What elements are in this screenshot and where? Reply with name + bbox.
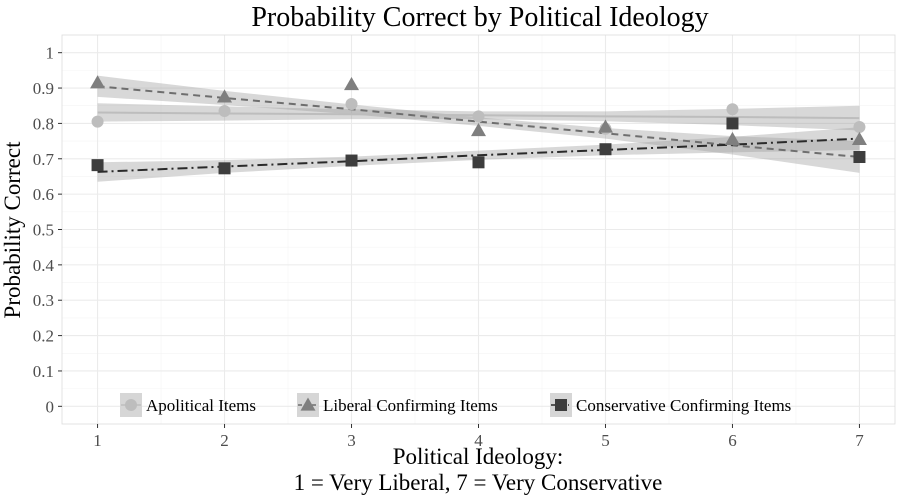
circle-data-point <box>345 97 358 110</box>
y-tick-label: 0.6 <box>33 185 54 204</box>
triangle-data-point <box>344 77 360 91</box>
data-points <box>90 75 867 175</box>
triangle-data-point <box>90 75 106 89</box>
x-axis-title-line2: 1 = Very Liberal, 7 = Very Conservative <box>294 470 663 495</box>
triangle-data-point <box>597 119 613 133</box>
x-tick-label: 5 <box>601 431 610 450</box>
legend-label-square: Conservative Confirming Items <box>576 396 791 415</box>
legend-key-marker-triangle <box>300 397 316 411</box>
legend-label-circle: Apolitical Items <box>146 396 256 415</box>
square-data-point <box>472 156 485 169</box>
y-tick-label: 0.7 <box>33 150 55 169</box>
square-data-point <box>853 151 866 164</box>
legend-key-marker-circle <box>125 399 137 411</box>
x-tick-label: 3 <box>347 431 356 450</box>
x-tick-label: 2 <box>220 431 229 450</box>
circle-data-point <box>91 115 104 128</box>
y-axis-title: Probability Correct <box>0 141 25 319</box>
y-tick-label: 0.4 <box>33 256 55 275</box>
y-tick-label: 0.2 <box>33 327 54 346</box>
x-axis-title-line1: Political Ideology: <box>393 444 564 469</box>
chart-title: Probability Correct by Political Ideolog… <box>251 2 708 33</box>
y-tick-label: 1 <box>46 44 55 63</box>
legend-label-triangle: Liberal Confirming Items <box>323 396 498 415</box>
triangle-data-point <box>217 89 233 103</box>
square-data-point <box>726 117 739 130</box>
y-tick-label: 0.8 <box>33 114 54 133</box>
legend-key-marker-square <box>555 399 567 411</box>
triangle-data-point <box>724 131 740 145</box>
y-tick-label: 0.1 <box>33 362 54 381</box>
square-data-point <box>345 154 358 167</box>
circle-data-point <box>472 110 485 123</box>
square-data-point <box>218 162 231 175</box>
x-tick-label: 6 <box>728 431 737 450</box>
square-data-point <box>599 143 612 156</box>
x-tick-label: 1 <box>93 431 102 450</box>
y-tick-label: 0.5 <box>33 221 54 240</box>
y-tick-label: 0.3 <box>33 291 54 310</box>
axis-ticks: 0 0.1 0.2 0.3 0.4 0.5 0.6 0.7 0.8 0.9 1 1 2 3 4 5 6 7 <box>33 44 864 450</box>
circle-data-point <box>726 103 739 116</box>
y-tick-label: 0 <box>46 397 55 416</box>
x-tick-label: 7 <box>855 431 864 450</box>
triangle-data-point <box>471 122 486 137</box>
circle-data-point <box>218 105 231 118</box>
y-tick-label: 0.9 <box>33 79 54 98</box>
square-data-point <box>91 159 104 172</box>
x-tick-label: 4 <box>474 431 483 450</box>
legend: Apolitical Items Liberal Confirming Items… <box>120 393 791 417</box>
triangle-data-point <box>851 131 867 145</box>
circle-data-point <box>853 120 866 133</box>
